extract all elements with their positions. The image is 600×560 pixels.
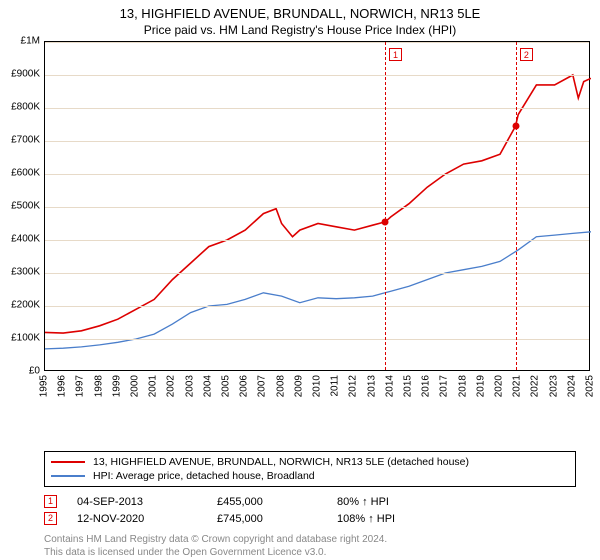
series-line-price_paid bbox=[45, 75, 591, 333]
y-axis-label: £800K bbox=[11, 102, 40, 113]
x-axis-label: 2025 bbox=[585, 375, 596, 397]
transaction-marker: 1 bbox=[44, 495, 57, 508]
x-axis-label: 2004 bbox=[202, 375, 213, 397]
sale-marker-box: 1 bbox=[389, 48, 402, 61]
x-axis-label: 2018 bbox=[457, 375, 468, 397]
gridline-horizontal bbox=[45, 75, 589, 76]
transaction-date: 04-SEP-2013 bbox=[77, 496, 217, 508]
y-axis-label: £600K bbox=[11, 168, 40, 179]
legend-label: 13, HIGHFIELD AVENUE, BRUNDALL, NORWICH,… bbox=[93, 456, 469, 468]
gridline-horizontal bbox=[45, 207, 589, 208]
x-axis-label: 2002 bbox=[166, 375, 177, 397]
x-axis-label: 2016 bbox=[421, 375, 432, 397]
legend-box: 13, HIGHFIELD AVENUE, BRUNDALL, NORWICH,… bbox=[44, 451, 576, 487]
transaction-pct: 80% ↑ HPI bbox=[337, 496, 389, 508]
x-axis-label: 2010 bbox=[312, 375, 323, 397]
footer-line1: Contains HM Land Registry data © Crown c… bbox=[44, 533, 600, 546]
transaction-date: 12-NOV-2020 bbox=[77, 513, 217, 525]
x-axis-label: 2012 bbox=[348, 375, 359, 397]
sale-point bbox=[381, 218, 388, 225]
gridline-horizontal bbox=[45, 339, 589, 340]
y-axis-label: £200K bbox=[11, 300, 40, 311]
x-axis-label: 2005 bbox=[221, 375, 232, 397]
x-axis-label: 2017 bbox=[439, 375, 450, 397]
x-axis-label: 2001 bbox=[148, 375, 159, 397]
sale-marker-box: 2 bbox=[520, 48, 533, 61]
transaction-row: 1 04-SEP-2013£455,00080% ↑ HPI bbox=[44, 493, 600, 510]
y-axis-label: £1M bbox=[21, 36, 40, 47]
transaction-price: £455,000 bbox=[217, 496, 337, 508]
chart-area: 12 £0£100K£200K£300K£400K£500K£600K£700K… bbox=[44, 41, 590, 409]
chart-subtitle: Price paid vs. HM Land Registry's House … bbox=[0, 21, 600, 41]
gridline-horizontal bbox=[45, 108, 589, 109]
x-axis-label: 2021 bbox=[512, 375, 523, 397]
plot-region: 12 bbox=[44, 41, 590, 371]
x-axis-label: 2014 bbox=[384, 375, 395, 397]
x-axis-label: 2019 bbox=[475, 375, 486, 397]
gridline-horizontal bbox=[45, 240, 589, 241]
x-axis-label: 2015 bbox=[403, 375, 414, 397]
gridline-horizontal bbox=[45, 273, 589, 274]
transaction-row: 2 12-NOV-2020£745,000108% ↑ HPI bbox=[44, 510, 600, 527]
sale-point bbox=[512, 123, 519, 130]
x-axis-label: 1996 bbox=[57, 375, 68, 397]
gridline-horizontal bbox=[45, 141, 589, 142]
sale-vline bbox=[516, 42, 517, 370]
x-axis-label: 2006 bbox=[239, 375, 250, 397]
x-axis-label: 1997 bbox=[75, 375, 86, 397]
x-axis-label: 2003 bbox=[184, 375, 195, 397]
y-axis-label: £100K bbox=[11, 333, 40, 344]
x-axis-label: 2011 bbox=[330, 375, 341, 397]
gridline-horizontal bbox=[45, 174, 589, 175]
x-axis-label: 2020 bbox=[494, 375, 505, 397]
y-axis-label: £300K bbox=[11, 267, 40, 278]
x-axis-label: 2013 bbox=[366, 375, 377, 397]
gridline-horizontal bbox=[45, 306, 589, 307]
legend-swatch bbox=[51, 461, 85, 463]
series-line-hpi bbox=[45, 232, 591, 349]
legend-row: 13, HIGHFIELD AVENUE, BRUNDALL, NORWICH,… bbox=[51, 455, 569, 469]
x-axis-label: 1999 bbox=[111, 375, 122, 397]
y-axis-label: £500K bbox=[11, 201, 40, 212]
x-axis-label: 1995 bbox=[39, 375, 50, 397]
transaction-marker: 2 bbox=[44, 512, 57, 525]
x-axis-label: 2008 bbox=[275, 375, 286, 397]
chart-title: 13, HIGHFIELD AVENUE, BRUNDALL, NORWICH,… bbox=[0, 0, 600, 21]
chart-container: 13, HIGHFIELD AVENUE, BRUNDALL, NORWICH,… bbox=[0, 0, 600, 560]
legend-swatch bbox=[51, 475, 85, 477]
x-axis-label: 2009 bbox=[293, 375, 304, 397]
footer-attribution: Contains HM Land Registry data © Crown c… bbox=[44, 533, 600, 559]
transaction-pct: 108% ↑ HPI bbox=[337, 513, 395, 525]
footer-line2: This data is licensed under the Open Gov… bbox=[44, 546, 600, 559]
x-axis-label: 2024 bbox=[566, 375, 577, 397]
x-axis-label: 2007 bbox=[257, 375, 268, 397]
y-axis-label: £700K bbox=[11, 135, 40, 146]
x-axis-label: 1998 bbox=[93, 375, 104, 397]
transactions-table: 1 04-SEP-2013£455,00080% ↑ HPI 2 12-NOV-202… bbox=[44, 493, 600, 527]
gridline-horizontal bbox=[45, 42, 589, 43]
legend-label: HPI: Average price, detached house, Broa… bbox=[93, 470, 315, 482]
transaction-price: £745,000 bbox=[217, 513, 337, 525]
x-axis-label: 2023 bbox=[548, 375, 559, 397]
x-axis-label: 2022 bbox=[530, 375, 541, 397]
x-axis-label: 2000 bbox=[130, 375, 141, 397]
y-axis-label: £400K bbox=[11, 234, 40, 245]
sale-vline bbox=[385, 42, 386, 370]
legend-row: HPI: Average price, detached house, Broa… bbox=[51, 469, 569, 483]
y-axis-label: £900K bbox=[11, 69, 40, 80]
